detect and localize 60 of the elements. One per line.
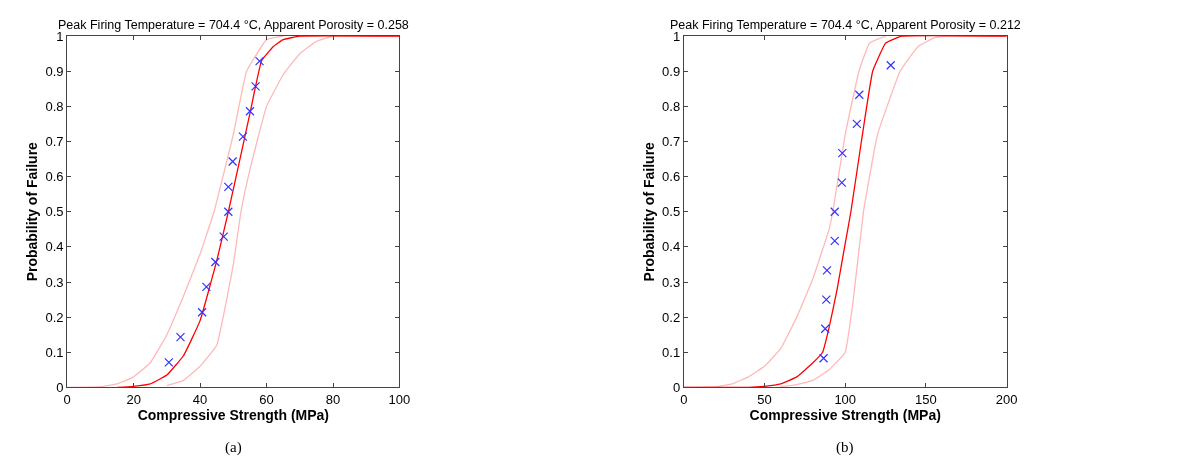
point xyxy=(886,60,896,70)
point xyxy=(837,178,847,188)
point xyxy=(822,265,832,276)
y-tick-label: 0.8 xyxy=(45,98,64,114)
y-tick-label: 0.9 xyxy=(45,63,64,79)
x-tick-label: 200 xyxy=(995,391,1018,407)
y-tick-label: 0.2 xyxy=(662,309,681,325)
y-axis-title: Probability of Failure xyxy=(640,141,657,282)
point xyxy=(201,282,212,292)
point xyxy=(830,207,840,217)
y-tick-label: 0.7 xyxy=(45,134,64,150)
y-tick-label: 0.6 xyxy=(45,169,64,185)
x-tick-label: 100 xyxy=(834,391,857,407)
y-tick-label: 0.6 xyxy=(662,169,681,185)
point xyxy=(837,148,847,158)
line-series xyxy=(683,36,1007,388)
x-tick-label: 40 xyxy=(192,391,208,407)
x-tick-label: 20 xyxy=(126,391,141,407)
x-tick-label: 150 xyxy=(915,391,937,407)
y-tick-label: 0.1 xyxy=(45,344,64,360)
x-tick-label: 50 xyxy=(757,391,772,407)
y-tick-label: 0.1 xyxy=(662,344,681,360)
x-axis-title: Compressive Strength (MPa) xyxy=(749,406,941,423)
point xyxy=(238,131,248,142)
point xyxy=(228,156,238,167)
point xyxy=(830,236,840,246)
point xyxy=(254,56,265,66)
point xyxy=(854,90,864,100)
y-tick-label: 0.5 xyxy=(45,204,64,220)
y-tick-label: 0.5 xyxy=(662,204,681,220)
y-tick-label: 0.4 xyxy=(45,239,64,255)
point xyxy=(219,232,229,242)
y-tick-label: 0.8 xyxy=(662,98,681,114)
point xyxy=(250,81,261,91)
y-tick-label: 0.2 xyxy=(45,309,64,325)
text: (b) xyxy=(836,439,854,456)
x-axis-title: Compressive Strength (MPa) xyxy=(137,406,330,423)
point xyxy=(821,294,831,305)
y-tick-label: 0.9 xyxy=(662,63,681,79)
x-tick-label: 100 xyxy=(388,391,411,407)
point xyxy=(223,182,233,192)
point xyxy=(175,332,186,342)
point xyxy=(164,357,174,368)
point xyxy=(818,353,829,363)
point xyxy=(852,119,862,129)
x-tick-label: 60 xyxy=(259,391,274,407)
y-tick-label: 0.3 xyxy=(45,274,64,290)
y-axis-title: Probability of Failure xyxy=(24,141,41,282)
y-tick-label: 0 xyxy=(672,379,681,395)
point xyxy=(210,257,220,267)
x-tick-label: 80 xyxy=(325,391,341,407)
y-tick-label: 0 xyxy=(56,379,64,395)
y-tick-label: 0.7 xyxy=(662,134,681,150)
y-tick-label: 0.3 xyxy=(662,274,681,290)
text: (a) xyxy=(225,439,242,456)
point xyxy=(197,307,207,317)
point xyxy=(820,324,830,334)
y-tick-label: 0.4 xyxy=(662,239,681,255)
point xyxy=(223,207,233,217)
point xyxy=(245,106,255,116)
